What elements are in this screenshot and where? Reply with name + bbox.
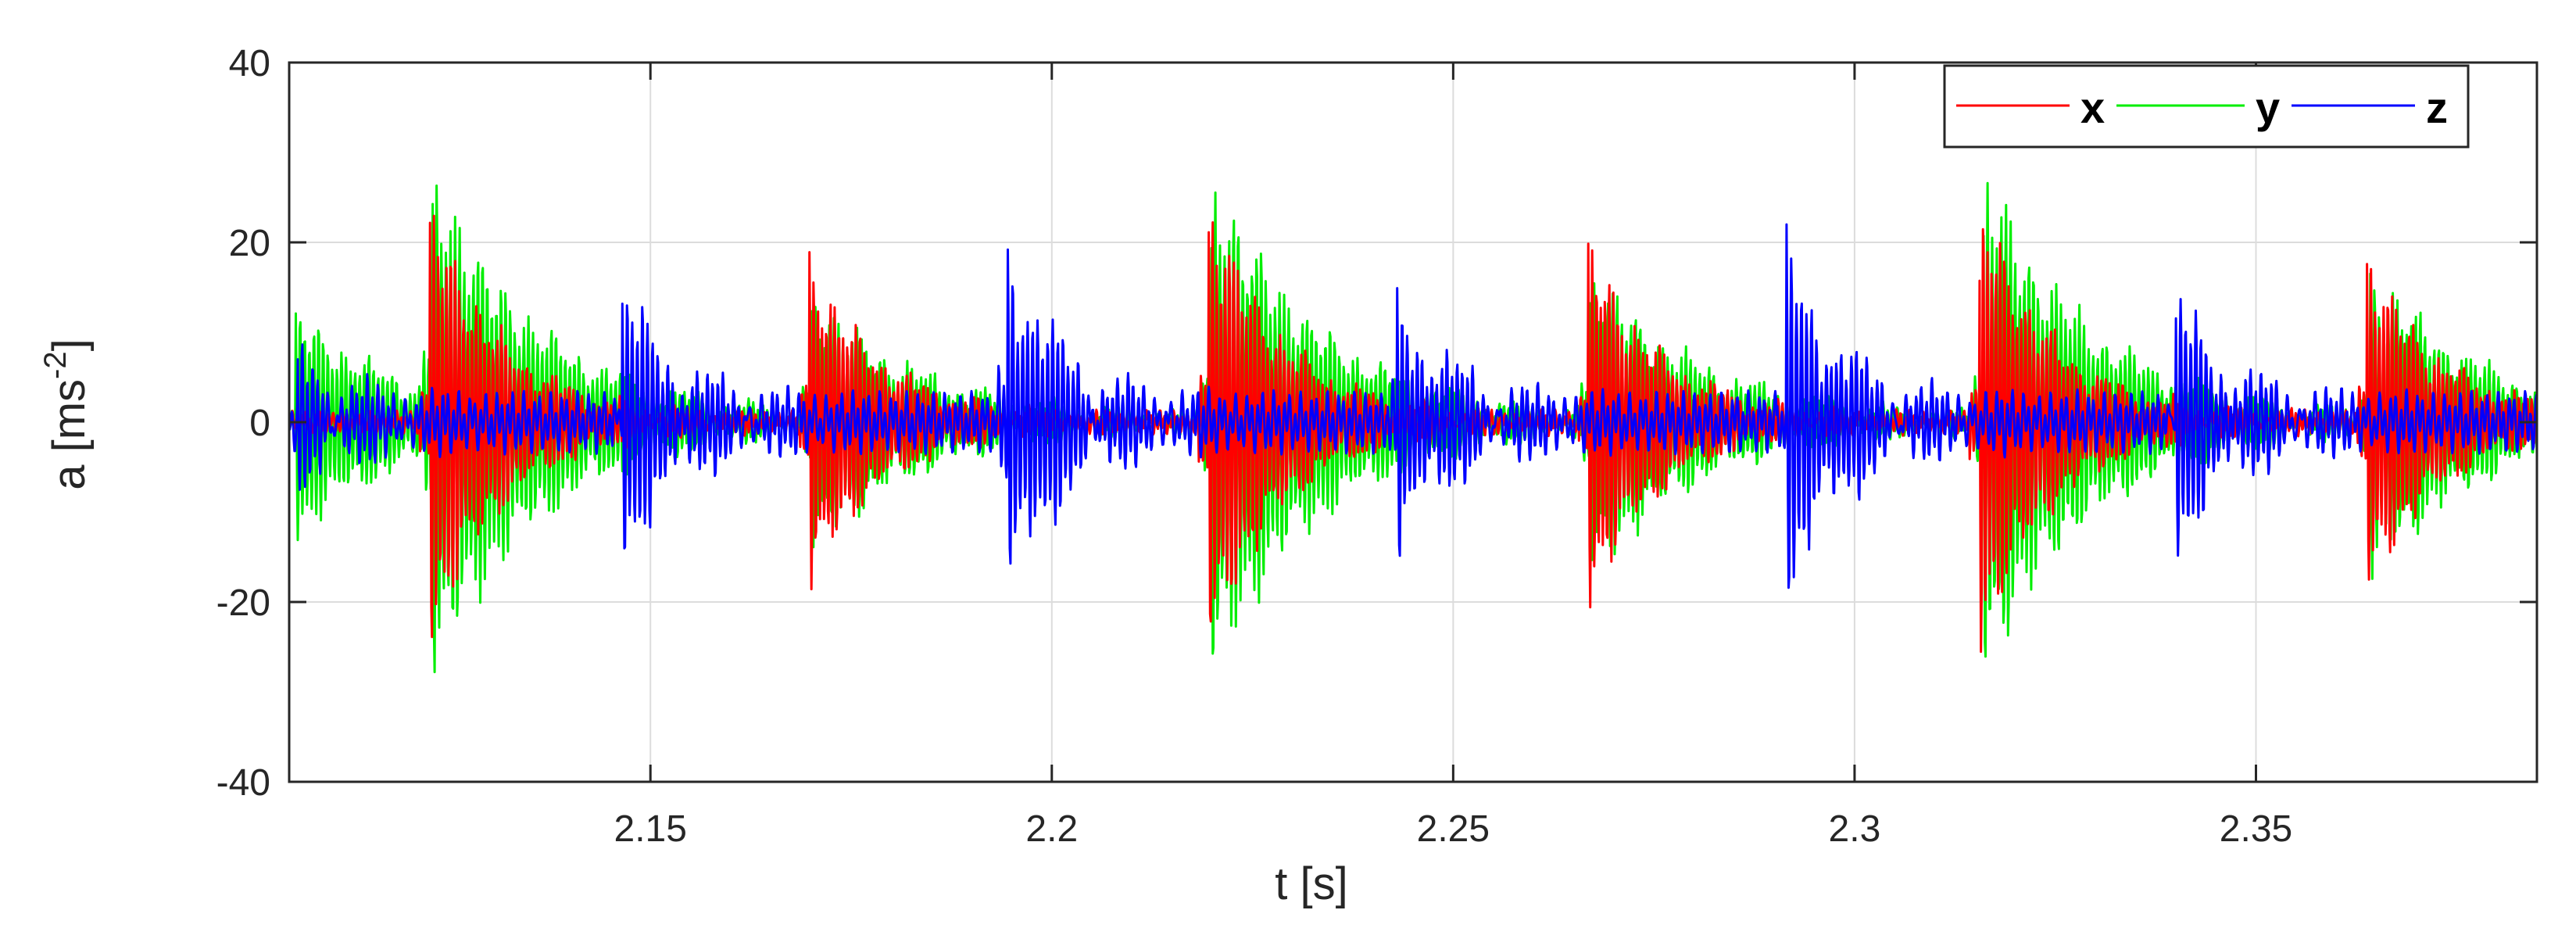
x-tick-label: 2.25 bbox=[1417, 808, 1490, 850]
x-tick-label: 2.3 bbox=[1829, 808, 1881, 850]
x-tick-label: 2.35 bbox=[2220, 808, 2292, 850]
x-axis-title: t [s] bbox=[1275, 858, 1347, 909]
x-tick-label: 2.2 bbox=[1025, 808, 1078, 850]
y-axis-title-superscript: -2 bbox=[38, 351, 73, 379]
series-group bbox=[289, 181, 2537, 674]
y-axis-title-end: ] bbox=[44, 339, 95, 351]
legend: x y z bbox=[1943, 64, 2470, 149]
x-tick-label: 2.15 bbox=[614, 808, 687, 850]
y-tick-label: -20 bbox=[216, 582, 270, 624]
legend-label-z: z bbox=[2426, 83, 2448, 132]
tick-labels: 2.15 2.2 2.25 2.3 2.35 -40 -20 0 20 40 bbox=[216, 43, 2293, 850]
y-axis-title-main: a [ms bbox=[44, 379, 95, 490]
y-tick-label: 40 bbox=[229, 43, 270, 84]
y-tick-label: -40 bbox=[216, 762, 270, 804]
series-line-z bbox=[289, 223, 2537, 589]
y-axis-title: a [ms-2] bbox=[38, 339, 95, 490]
legend-label-y: y bbox=[2256, 83, 2280, 132]
y-tick-label: 0 bbox=[249, 403, 270, 444]
legend-label-x: x bbox=[2080, 83, 2105, 132]
y-tick-label: 20 bbox=[229, 223, 270, 264]
